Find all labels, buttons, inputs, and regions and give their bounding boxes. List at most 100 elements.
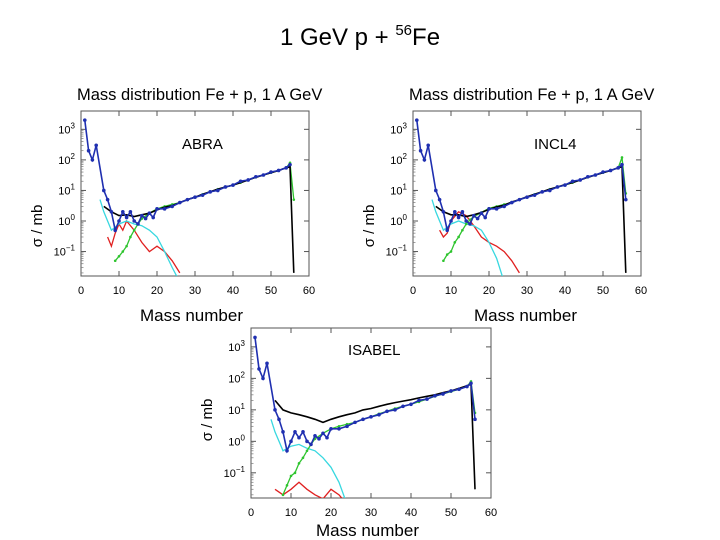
- data-point: [422, 158, 427, 162]
- data-point: [464, 219, 468, 223]
- chart-abra: Mass distribution Fe + p, 1 A GeV ABRA M…: [29, 86, 322, 325]
- data-point: [469, 381, 473, 386]
- data-point: [132, 219, 136, 223]
- series-line-calc_green: [114, 161, 295, 262]
- data-point: [143, 216, 148, 221]
- data-point: [83, 118, 87, 122]
- data-point: [409, 402, 413, 407]
- plot-frame: [412, 110, 642, 277]
- data-point: [261, 376, 265, 381]
- data-point: [231, 183, 235, 187]
- data-point: [325, 435, 329, 440]
- data-point: [483, 215, 487, 220]
- series-group: [415, 118, 628, 276]
- y-tick-label: 101: [390, 182, 407, 197]
- data-point: [94, 143, 98, 148]
- data-point: [105, 197, 110, 202]
- y-tick-label: 100: [228, 433, 245, 448]
- x-tick-label: 0: [248, 507, 254, 519]
- data-point: [441, 392, 445, 396]
- data-point: [257, 367, 261, 371]
- data-point: [449, 219, 453, 223]
- data-point: [445, 228, 449, 232]
- data-point: [276, 168, 281, 173]
- data-point: [502, 204, 506, 209]
- x-tick-label: 30: [521, 285, 533, 297]
- data-point: [147, 211, 152, 216]
- data-point: [132, 228, 136, 232]
- series-line-calc_cyan: [99, 199, 178, 276]
- data-point: [449, 250, 453, 253]
- data-point: [313, 433, 317, 438]
- data-point: [301, 456, 305, 460]
- data-point: [281, 493, 285, 497]
- data-point: [578, 178, 582, 182]
- data-point: [200, 193, 205, 197]
- data-point: [288, 162, 292, 167]
- data-point: [464, 222, 468, 226]
- data-point: [548, 188, 552, 193]
- data-point: [208, 190, 212, 194]
- slide-title: 1 GeV p + 56Fe: [0, 22, 720, 52]
- data-point: [102, 188, 106, 193]
- data-point: [345, 424, 349, 429]
- data-point: [285, 484, 289, 487]
- series-line-calc_cyan: [431, 199, 503, 276]
- series-line-calc_red: [274, 481, 343, 498]
- data-point: [449, 389, 453, 393]
- data-point: [117, 219, 121, 223]
- y-tick-label: 100: [390, 213, 407, 228]
- data-point: [468, 222, 472, 226]
- slide-title-mass: 56: [395, 22, 413, 39]
- data-point: [281, 430, 285, 434]
- data-point: [193, 195, 197, 200]
- data-point: [128, 210, 133, 214]
- data-point: [185, 197, 190, 202]
- data-point: [473, 417, 477, 422]
- data-point: [285, 449, 289, 453]
- series-line-calc_red: [106, 219, 181, 274]
- data-point: [468, 218, 472, 222]
- data-point: [369, 415, 373, 419]
- data-point: [265, 361, 269, 366]
- series-line-calc_cyan: [270, 419, 346, 498]
- x-tick-label: 60: [485, 507, 497, 519]
- x-tick-label: 60: [303, 285, 315, 297]
- data-point: [121, 250, 125, 253]
- data-point: [377, 412, 381, 417]
- chart-incl4: Mass distribution Fe + p, 1 A GeV INCL4 …: [361, 86, 654, 325]
- y-tick-label: 102: [390, 152, 407, 167]
- y-tick-label: 10−1: [386, 244, 408, 259]
- data-point: [460, 210, 465, 214]
- data-point: [525, 195, 529, 200]
- data-point: [269, 170, 273, 174]
- data-point: [293, 471, 297, 475]
- data-point: [140, 213, 144, 218]
- x-tick-label: 60: [635, 285, 647, 297]
- data-point: [155, 207, 159, 211]
- data-point: [465, 384, 469, 389]
- data-point: [86, 148, 91, 153]
- slide-title-element: Fe: [412, 24, 441, 51]
- data-point: [457, 235, 460, 239]
- data-point: [124, 215, 129, 220]
- x-tick-label: 20: [483, 285, 495, 297]
- x-axis-label: Mass number: [474, 306, 577, 325]
- data-point: [261, 173, 266, 177]
- data-point: [418, 148, 423, 153]
- x-tick-label: 30: [189, 285, 201, 297]
- data-point: [337, 425, 341, 428]
- data-point: [472, 213, 476, 218]
- y-tick-label: 101: [228, 402, 245, 417]
- data-point: [494, 207, 499, 211]
- data-point: [487, 207, 491, 211]
- y-tick-label: 102: [228, 370, 245, 385]
- data-point: [305, 439, 309, 444]
- data-point: [337, 427, 341, 431]
- data-point: [417, 398, 421, 403]
- data-point: [540, 190, 544, 194]
- y-tick-label: 101: [58, 182, 75, 197]
- chart-isabel: ISABEL Mass number σ / mb 0 10 20 30 40 50 60 1…: [199, 327, 497, 540]
- data-point: [353, 420, 357, 425]
- data-point: [453, 210, 457, 214]
